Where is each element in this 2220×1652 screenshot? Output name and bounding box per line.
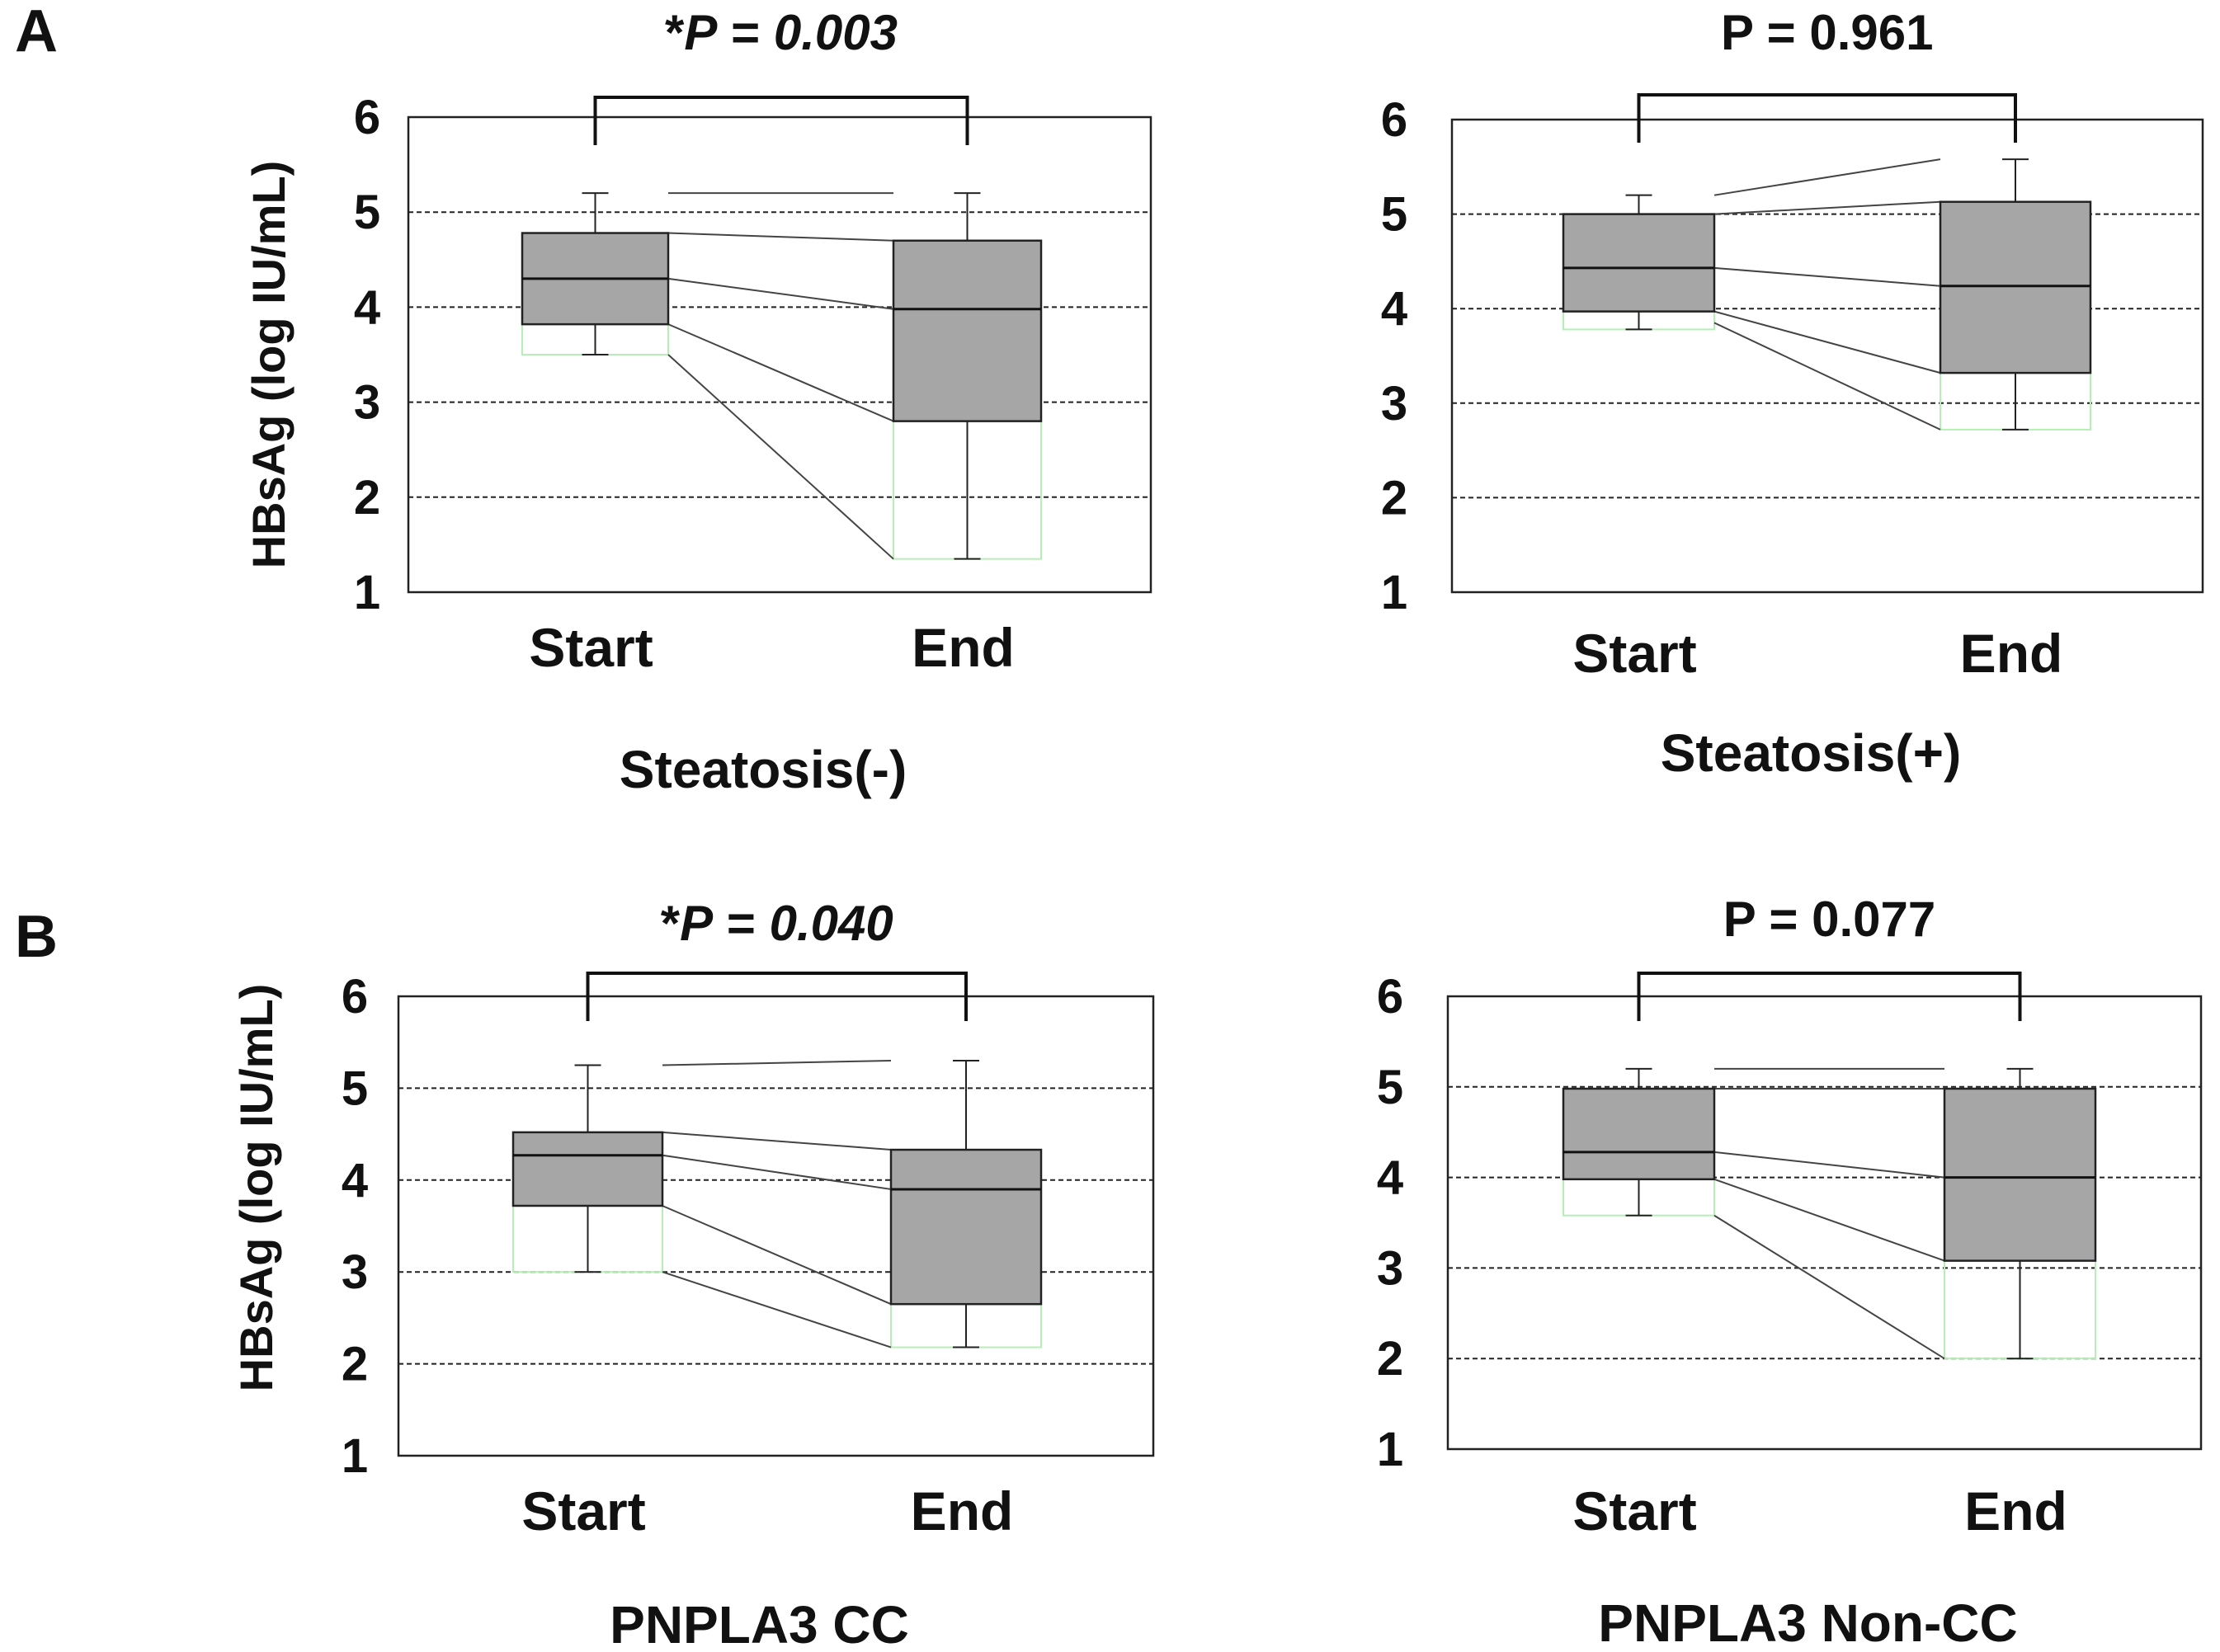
y-tick-label: 3 xyxy=(354,376,380,430)
y-tick-label: 4 xyxy=(342,1154,368,1207)
category-label-end: End xyxy=(911,1480,1014,1541)
plot-frame xyxy=(397,995,1155,1457)
y-tick-label: 6 xyxy=(1381,93,1407,147)
p-value-symbol: P xyxy=(684,5,718,60)
y-tick-label: 3 xyxy=(342,1245,368,1299)
y-tick-label: 3 xyxy=(1381,377,1407,431)
y-tick-label: 6 xyxy=(354,91,380,144)
significance-bracket xyxy=(1637,93,2017,143)
y-tick-label: 2 xyxy=(342,1338,368,1391)
patient-line xyxy=(1713,310,1941,374)
patient-line xyxy=(1713,158,1941,196)
significance-bracket xyxy=(586,972,968,1021)
box-end xyxy=(1943,1087,2097,1262)
y-tick-label: 4 xyxy=(1381,282,1407,336)
p-value-label: P = 0.961 xyxy=(1721,5,1933,60)
p-value-number: 0.003 xyxy=(774,5,898,60)
boxplot-chart-4: 1 2 3 4 5 6 Start End PNPLA3 Non-CC P = 0.077 xyxy=(1377,892,2203,1652)
x-axis-label: PNPLA3 CC xyxy=(610,1595,909,1652)
p-value-symbol: P xyxy=(1721,5,1753,60)
y-tick-label: 1 xyxy=(1381,566,1407,619)
patient-line xyxy=(1713,1151,1945,1179)
p-value-equals: = xyxy=(1756,892,1812,947)
patient-line xyxy=(667,232,894,242)
x-axis-label: Steatosis(+) xyxy=(1661,723,1962,783)
patient-line xyxy=(1713,200,1941,215)
significance-bracket xyxy=(593,96,969,145)
panel-label-b: B xyxy=(15,904,58,970)
patient-line xyxy=(662,1154,892,1190)
significance-bracket xyxy=(1637,972,2022,1021)
category-label-start: Start xyxy=(529,617,653,678)
panel-label-a: A xyxy=(15,0,58,64)
p-value-symbol: P xyxy=(680,896,714,951)
y-tick-label: 5 xyxy=(354,186,380,239)
patient-line xyxy=(1713,1178,1945,1262)
x-axis-label: PNPLA3 Non-CC xyxy=(1598,1593,2017,1652)
p-value-asterisk: * xyxy=(661,896,681,951)
p-value-equals: = xyxy=(717,5,773,60)
box-start xyxy=(1562,1087,1716,1181)
charts-container: 1 2 3 4 5 6 HBsAg (log IU/mL) Start End Steatosis… xyxy=(230,5,2204,1652)
y-tick-label: 6 xyxy=(1377,970,1403,1024)
category-label-end: End xyxy=(1964,1480,2067,1541)
boxplot-chart-1: 1 2 3 4 5 6 HBsAg (log IU/mL) Start End Steatosis… xyxy=(243,5,1152,799)
y-tick-label: 2 xyxy=(354,471,380,525)
y-tick-label: 4 xyxy=(354,280,380,334)
patient-line xyxy=(662,1205,892,1306)
plot-frame xyxy=(1446,995,2203,1451)
y-tick-label: 6 xyxy=(342,970,368,1024)
y-tick-label: 5 xyxy=(342,1061,368,1115)
y-tick-label: 1 xyxy=(342,1429,368,1483)
category-label-end: End xyxy=(912,617,1015,678)
y-tick-label: 5 xyxy=(1381,188,1407,242)
patient-line xyxy=(662,1271,892,1348)
p-value-asterisk: * xyxy=(665,5,685,60)
patient-line xyxy=(1713,322,1941,431)
y-tick-label: 5 xyxy=(1377,1061,1403,1114)
patient-line xyxy=(667,354,894,560)
y-axis-label: HBsAg (log IU/mL) xyxy=(243,161,295,569)
y-tick-label: 2 xyxy=(1381,471,1407,525)
patient-line xyxy=(667,323,894,422)
y-axis-label: HBsAg (log IU/mL) xyxy=(230,984,282,1392)
y-tick-label: 1 xyxy=(354,566,380,619)
box-end xyxy=(1939,200,2092,374)
box-end xyxy=(889,1148,1043,1306)
patient-line xyxy=(662,1131,892,1151)
box-start xyxy=(511,1131,664,1207)
y-tick-label: 2 xyxy=(1377,1332,1403,1386)
plot-frame xyxy=(1450,118,2204,594)
p-value-equals: = xyxy=(1753,5,1809,60)
p-value-label: *P = 0.040 xyxy=(661,896,893,951)
category-label-start: Start xyxy=(521,1480,645,1541)
category-label-start: Start xyxy=(1572,623,1696,684)
patient-line xyxy=(1713,1214,1945,1360)
plot-frame xyxy=(407,115,1152,594)
patient-line xyxy=(662,1059,892,1066)
box-start xyxy=(1562,213,1716,313)
p-value-label: *P = 0.003 xyxy=(665,5,898,60)
p-value-number: 0.040 xyxy=(770,896,893,951)
category-label-start: Start xyxy=(1572,1480,1696,1541)
category-label-end: End xyxy=(1960,623,2063,684)
patient-line xyxy=(667,277,894,310)
patient-line xyxy=(1713,266,1941,287)
x-axis-label: Steatosis(-) xyxy=(620,740,907,799)
p-value-number: 0.077 xyxy=(1812,892,1935,947)
p-value-label: P = 0.077 xyxy=(1723,892,1935,947)
y-tick-label: 4 xyxy=(1377,1151,1403,1205)
p-value-symbol: P xyxy=(1723,892,1756,947)
box-end xyxy=(892,239,1043,422)
y-tick-label: 1 xyxy=(1377,1423,1403,1476)
y-tick-label: 3 xyxy=(1377,1241,1403,1295)
p-value-equals: = xyxy=(713,896,769,951)
boxplot-chart-2: 1 2 3 4 5 6 Start End Steatosis(+) P = 0.961 xyxy=(1381,5,2204,783)
p-value-number: 0.961 xyxy=(1809,5,1933,60)
